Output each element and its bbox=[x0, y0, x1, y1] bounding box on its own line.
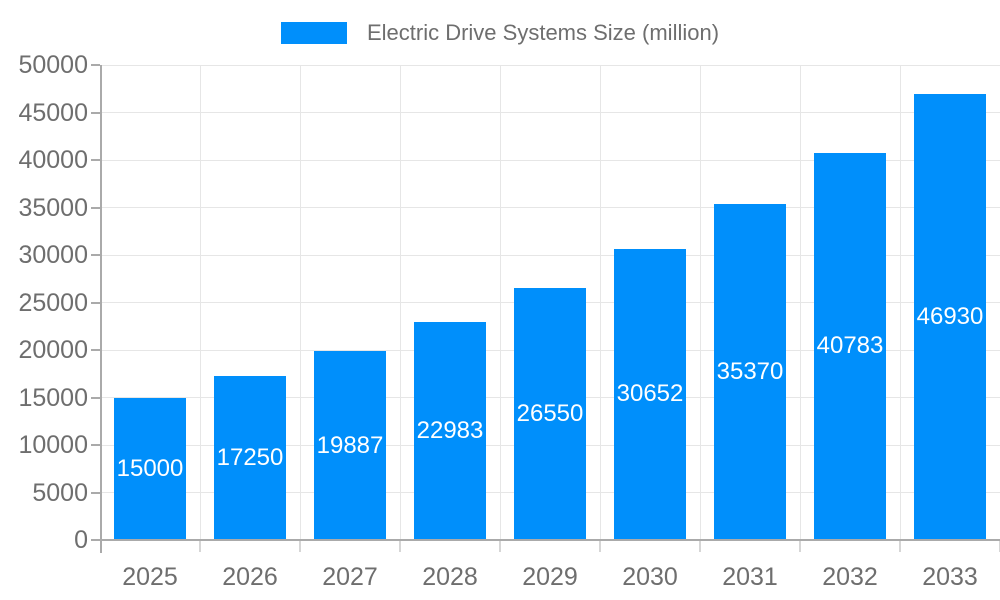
bar-2028[interactable] bbox=[414, 321, 486, 540]
x-axis-tick bbox=[299, 541, 301, 552]
y-axis-tick-label: 15000 bbox=[18, 383, 88, 412]
x-axis-tick-label: 2029 bbox=[522, 563, 578, 591]
x-axis-tick-label: 2030 bbox=[622, 563, 678, 591]
x-axis-tick bbox=[599, 541, 601, 552]
x-axis-tick bbox=[699, 541, 701, 552]
x-axis-tick-label: 2025 bbox=[122, 563, 178, 591]
bar-value-label: 26550 bbox=[516, 399, 584, 427]
bar-value-label: 35370 bbox=[716, 357, 784, 385]
y-axis-tick bbox=[91, 396, 100, 399]
x-axis-tick bbox=[199, 541, 201, 552]
y-axis-tick-label: 50000 bbox=[18, 51, 88, 79]
vertical-gridline bbox=[399, 65, 401, 540]
bar-2027[interactable] bbox=[314, 351, 386, 540]
legend-swatch bbox=[280, 22, 347, 44]
vertical-gridline bbox=[199, 65, 201, 540]
y-axis-tick-label: 10000 bbox=[18, 431, 88, 459]
y-axis-tick bbox=[91, 444, 100, 446]
y-axis-tick bbox=[91, 491, 100, 494]
y-axis-tick bbox=[91, 254, 100, 256]
x-axis-tick bbox=[499, 541, 501, 552]
horizontal-gridline bbox=[100, 112, 1000, 113]
bar-value-label: 19887 bbox=[316, 431, 384, 459]
x-axis-tick bbox=[899, 541, 901, 552]
bar-2031[interactable] bbox=[714, 203, 786, 540]
bar-2026[interactable] bbox=[214, 376, 286, 540]
vertical-gridline bbox=[799, 65, 801, 540]
x-axis-tick-label: 2033 bbox=[922, 563, 978, 591]
y-axis-tick-label: 30000 bbox=[18, 241, 88, 269]
bar-value-label: 22983 bbox=[416, 416, 484, 444]
y-axis-tick bbox=[91, 64, 100, 66]
horizontal-gridline bbox=[100, 64, 1000, 66]
vertical-gridline bbox=[699, 65, 701, 540]
x-axis-tick bbox=[799, 541, 801, 552]
y-axis-tick bbox=[91, 111, 100, 114]
x-axis-tick-label: 2032 bbox=[822, 563, 878, 591]
plot-area: 15000 17250 19887 22983 26550 30652 35370 40783… bbox=[100, 64, 1000, 540]
bar-2032[interactable] bbox=[814, 152, 886, 540]
bar-value-label: 30652 bbox=[616, 380, 684, 408]
y-axis-tick bbox=[91, 539, 100, 541]
x-axis-tick-label: 2031 bbox=[722, 563, 778, 591]
horizontal-gridline bbox=[100, 159, 1000, 161]
vertical-gridline bbox=[299, 65, 301, 540]
y-axis-tick-label: 45000 bbox=[18, 98, 88, 127]
y-axis-tick bbox=[91, 349, 100, 351]
bar-2029[interactable] bbox=[514, 287, 586, 540]
y-axis-tick-label: 5000 bbox=[32, 478, 88, 507]
x-axis-tick-label: 2027 bbox=[322, 563, 378, 591]
y-axis-tick bbox=[91, 301, 100, 304]
x-axis-tick-label: 2026 bbox=[222, 563, 278, 591]
chart-legend[interactable]: Electric Drive Systems Size (million) bbox=[0, 19, 1000, 47]
vertical-gridline bbox=[599, 65, 601, 540]
x-axis-line bbox=[91, 539, 1000, 541]
bar-2025[interactable] bbox=[114, 397, 186, 540]
bar-value-label: 40783 bbox=[816, 332, 884, 360]
y-axis-tick-label: 35000 bbox=[18, 193, 88, 222]
vertical-gridline bbox=[899, 65, 901, 540]
y-axis-tick-label: 25000 bbox=[18, 288, 88, 317]
y-axis-tick-label: 0 bbox=[74, 526, 88, 554]
y-axis-tick bbox=[91, 206, 100, 209]
y-axis-tick-label: 20000 bbox=[18, 336, 88, 364]
bar-2030[interactable] bbox=[614, 248, 686, 540]
bar-value-label: 46930 bbox=[916, 303, 984, 331]
y-axis-line bbox=[100, 65, 102, 553]
horizontal-gridline bbox=[100, 207, 1000, 208]
horizontal-gridline bbox=[100, 254, 1000, 256]
x-axis-tick-label: 2028 bbox=[422, 563, 478, 591]
y-axis-tick bbox=[91, 159, 100, 161]
bar-value-label: 15000 bbox=[116, 454, 184, 482]
y-axis-tick-label: 40000 bbox=[18, 146, 88, 174]
vertical-gridline bbox=[499, 65, 501, 540]
x-axis-tick bbox=[399, 541, 401, 552]
bar-value-label: 17250 bbox=[216, 444, 284, 472]
legend-label: Electric Drive Systems Size (million) bbox=[366, 20, 720, 45]
bar-2033[interactable] bbox=[914, 94, 986, 540]
